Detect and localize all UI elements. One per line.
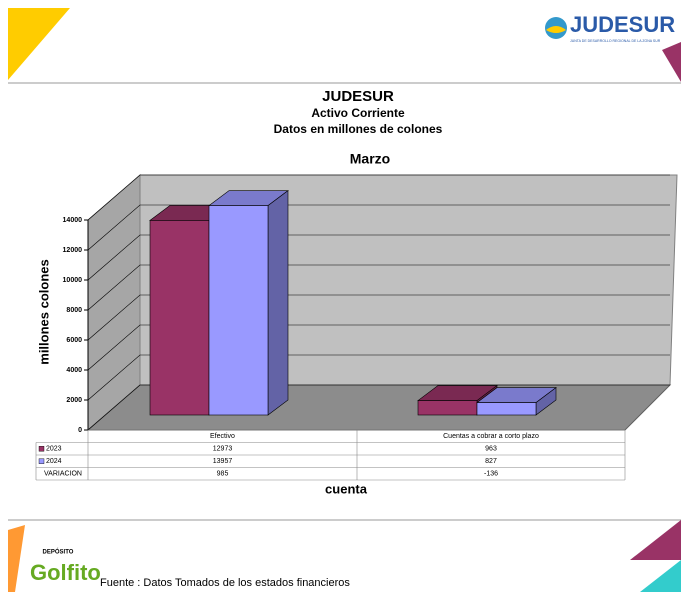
footer-logo-top: DEPÓSITO [43, 548, 74, 556]
legend-swatch [38, 458, 45, 464]
chart-subtitle: Activo Corriente [311, 106, 405, 120]
corner-shape [640, 560, 681, 592]
table-value: 827 [485, 458, 497, 465]
table-value: 963 [485, 446, 497, 453]
grid-line [87, 384, 670, 431]
y-tick-label: 8000 [66, 307, 82, 314]
grid-line [87, 264, 670, 311]
y-tick-label: 4000 [66, 367, 82, 374]
y-tick-label: 0 [78, 427, 82, 434]
grid-line [87, 294, 670, 341]
category-label: Efectivo [210, 433, 235, 440]
y-tick-label: 10000 [63, 277, 83, 284]
y-tick-label: 2000 [66, 397, 82, 404]
legend-label: 2023 [46, 446, 62, 453]
logo-subtitle: JUNTA DE DESARROLLO REGIONAL DE LA ZONA … [570, 39, 661, 43]
corner-shape [8, 525, 25, 592]
corner-shape [630, 520, 681, 560]
table-value: -136 [484, 471, 498, 478]
logo-icon [546, 26, 566, 33]
bar [208, 205, 269, 416]
y-tick-label: 6000 [66, 337, 82, 344]
grid-line [87, 204, 670, 251]
chart-title: JUDESUR [322, 88, 394, 105]
bar-side [267, 190, 289, 416]
bar [476, 402, 537, 416]
y-tick-label: 12000 [63, 247, 83, 254]
grid-line [87, 234, 670, 281]
x-axis-label: cuenta [325, 481, 368, 496]
legend-label: 2024 [46, 458, 62, 465]
corner-shape [8, 8, 70, 80]
table-value: 12973 [213, 446, 233, 453]
bar [417, 400, 478, 416]
legend-swatch [38, 446, 45, 452]
logo-text: JUDESUR [570, 12, 675, 37]
grid-line [87, 324, 670, 371]
category-label: Cuentas a cobrar a corto plazo [443, 433, 539, 440]
source: Fuente : Datos Tomados de los estados fi… [100, 577, 350, 589]
y-axis-label: millones colones [36, 259, 51, 364]
chart-subtitle: Datos en millones de colones [274, 122, 443, 136]
y-tick-label: 14000 [63, 217, 83, 224]
row-label: VARIACION [44, 471, 82, 478]
grid-line [87, 354, 670, 401]
footer-logo: Golfito [30, 560, 101, 585]
bar [149, 220, 210, 416]
period: Marzo [350, 151, 390, 167]
grid-line [87, 174, 670, 221]
table-value: 13957 [213, 458, 233, 465]
table-value: 985 [217, 471, 229, 478]
corner-shape [662, 42, 681, 82]
